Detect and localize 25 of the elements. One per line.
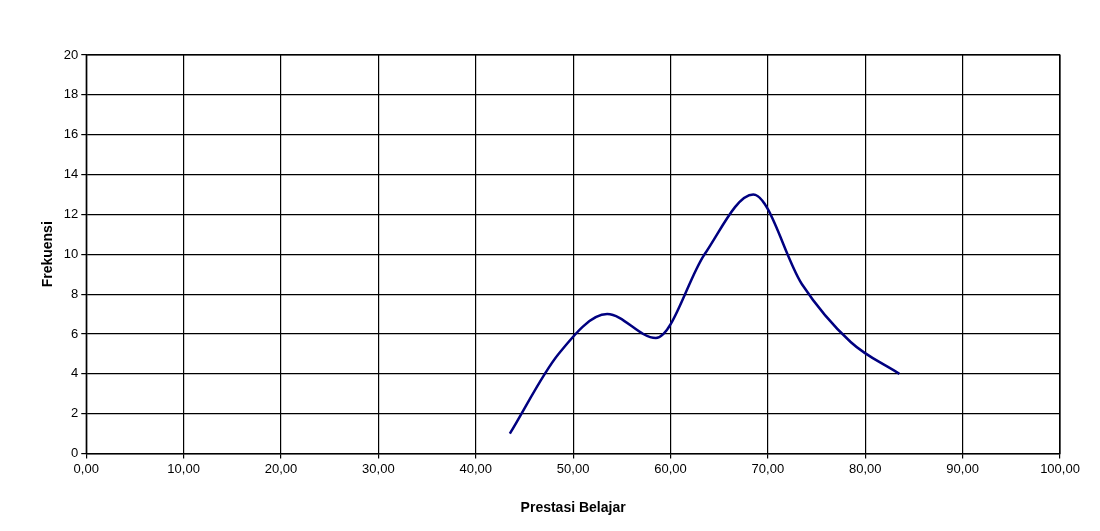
y-tick-label: 14 — [63, 166, 79, 182]
x-tick-label: 60,00 — [654, 460, 687, 476]
x-tick-label: 30,00 — [362, 460, 395, 476]
y-tick-label: 12 — [63, 206, 79, 222]
y-tick-label: 0 — [71, 445, 79, 461]
x-tick-label: 0,00 — [73, 460, 99, 476]
line-series — [508, 193, 901, 435]
x-tick-label: 40,00 — [459, 460, 493, 476]
x-tick-label: 100,00 — [1040, 460, 1080, 476]
y-tick-label: 20 — [63, 46, 79, 62]
x-axis-title: Prestasi Belajar — [520, 499, 627, 516]
y-tick-label: 10 — [63, 245, 79, 261]
x-tick-label: 50,00 — [556, 460, 590, 476]
y-tick-label: 4 — [71, 365, 79, 381]
x-tick-label: 90,00 — [946, 460, 979, 476]
y-tick-label: 18 — [63, 86, 79, 102]
x-tick-label: 20,00 — [264, 460, 298, 476]
x-tick-label: 10,00 — [167, 460, 200, 476]
y-tick-label: 6 — [71, 325, 79, 341]
y-tick-label: 2 — [71, 405, 79, 421]
x-tick-label: 70,00 — [751, 460, 785, 476]
y-tick-label: 8 — [71, 285, 79, 301]
x-tick-label: 80,00 — [848, 460, 882, 476]
y-axis-title: Frekuensi — [39, 221, 56, 288]
y-tick-label: 16 — [63, 126, 79, 142]
